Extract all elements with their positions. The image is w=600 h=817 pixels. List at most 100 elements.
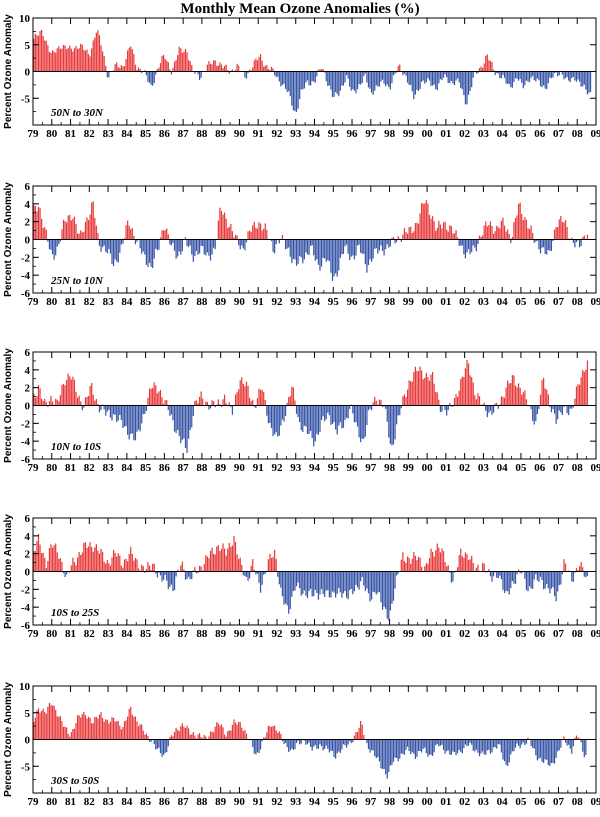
- anomaly-bar: [417, 223, 420, 240]
- anomaly-bar: [563, 222, 565, 240]
- anomaly-bar: [403, 561, 406, 572]
- anomaly-bar: [457, 71, 459, 79]
- anomaly-bar: [380, 739, 382, 769]
- x-tick-label: 90: [234, 796, 246, 808]
- x-tick-label: 83: [103, 796, 115, 808]
- anomaly-bar: [442, 222, 445, 240]
- anomaly-bar: [245, 571, 248, 577]
- anomaly-bar: [385, 71, 387, 87]
- x-tick-label: 06: [534, 128, 546, 140]
- anomaly-bar: [119, 239, 121, 253]
- anomaly-bar: [510, 571, 512, 589]
- anomaly-bar: [189, 239, 191, 246]
- anomaly-bar: [94, 400, 96, 406]
- anomaly-bar: [467, 239, 470, 250]
- anomaly-bar: [381, 571, 384, 610]
- anomaly-bar: [457, 396, 459, 406]
- anomaly-bar: [192, 570, 194, 572]
- anomaly-bar: [194, 735, 196, 740]
- anomaly-bar: [461, 739, 463, 754]
- anomaly-bar: [503, 571, 506, 594]
- anomaly-bar: [347, 405, 349, 419]
- anomaly-bar: [267, 69, 269, 72]
- anomaly-bar: [177, 239, 179, 257]
- anomaly-bar: [391, 571, 393, 604]
- anomaly-bar: [184, 727, 187, 740]
- anomaly-bar: [72, 728, 74, 740]
- anomaly-bar: [510, 383, 512, 406]
- x-tick-label: 96: [347, 462, 359, 474]
- anomaly-bar: [161, 397, 163, 406]
- anomaly-bar: [270, 405, 273, 429]
- anomaly-bar: [410, 71, 412, 85]
- anomaly-bar: [389, 405, 391, 444]
- anomaly-bar: [300, 739, 302, 744]
- anomaly-bar: [511, 571, 513, 582]
- anomaly-bar: [292, 71, 295, 111]
- anomaly-bar: [106, 239, 108, 254]
- anomaly-bar: [305, 405, 307, 427]
- anomaly-bar: [578, 566, 581, 572]
- anomaly-bar: [181, 561, 183, 572]
- anomaly-bar: [391, 405, 393, 446]
- anomaly-bar: [259, 571, 262, 593]
- anomaly-bar: [342, 405, 345, 428]
- x-tick-label: 95: [328, 628, 340, 640]
- x-tick-label: 79: [28, 296, 40, 308]
- y-tick-label: -6: [21, 454, 31, 466]
- anomaly-bar: [37, 533, 40, 572]
- anomaly-bar: [145, 71, 148, 76]
- anomaly-bar: [513, 375, 515, 406]
- anomaly-bar: [327, 405, 329, 413]
- anomaly-bar: [466, 71, 468, 105]
- anomaly-bar: [281, 571, 284, 597]
- anomaly-bar: [313, 571, 315, 597]
- anomaly-bar: [145, 405, 148, 411]
- anomaly-bar: [213, 401, 215, 406]
- anomaly-bar: [449, 71, 451, 83]
- anomaly-bar: [95, 32, 97, 72]
- anomaly-bar: [289, 239, 291, 257]
- anomaly-bar: [100, 548, 102, 572]
- anomaly-bar: [427, 71, 429, 79]
- anomaly-bar: [324, 571, 326, 598]
- anomaly-bar: [92, 723, 94, 740]
- anomaly-bar: [125, 225, 127, 240]
- anomaly-bar: [388, 571, 390, 621]
- anomaly-bar: [164, 571, 166, 575]
- anomaly-bar: [380, 239, 382, 246]
- anomaly-bar: [403, 394, 406, 406]
- anomaly-bar: [222, 67, 224, 72]
- anomaly-bar: [477, 739, 479, 753]
- anomaly-bar: [543, 71, 545, 86]
- anomaly-bar: [169, 69, 171, 72]
- anomaly-bar: [183, 569, 185, 572]
- anomaly-bar: [97, 30, 99, 72]
- anomaly-bar: [206, 402, 208, 406]
- anomaly-bar: [78, 233, 80, 240]
- anomaly-bar: [306, 239, 309, 255]
- anomaly-bar: [94, 217, 96, 240]
- anomaly-bar: [414, 71, 416, 95]
- x-tick-label: 04: [497, 628, 509, 640]
- anomaly-bar: [278, 239, 280, 244]
- anomaly-bar: [106, 405, 108, 412]
- anomaly-bar: [194, 567, 196, 572]
- anomaly-bar: [158, 391, 160, 406]
- anomaly-bar: [205, 555, 207, 572]
- anomaly-bar: [217, 723, 219, 740]
- anomaly-bar: [105, 405, 107, 416]
- anomaly-bar: [234, 541, 237, 572]
- anomaly-bar: [297, 71, 299, 109]
- anomaly-bar: [363, 71, 365, 77]
- anomaly-bar: [281, 405, 284, 420]
- anomaly-bar: [521, 394, 523, 406]
- anomaly-bar: [195, 738, 198, 740]
- anomaly-bar: [303, 71, 305, 89]
- anomaly-bar: [308, 239, 310, 256]
- anomaly-bar: [213, 732, 215, 740]
- anomaly-bar: [55, 398, 57, 406]
- anomaly-bar: [197, 239, 199, 255]
- anomaly-bar: [453, 233, 456, 240]
- anomaly-bar: [447, 71, 449, 84]
